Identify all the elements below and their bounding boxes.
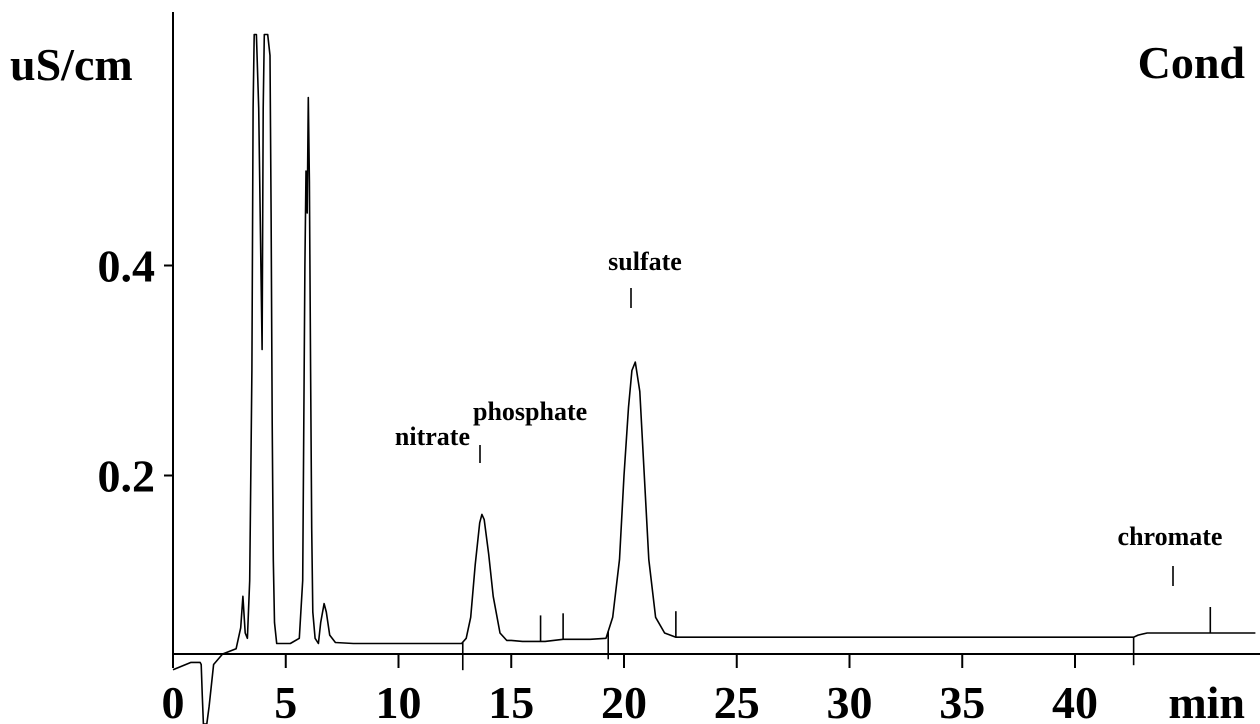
x-tick-label: 10 <box>376 677 422 724</box>
x-tick-label: 35 <box>939 677 985 724</box>
y-axis-label: uS/cm <box>10 39 133 90</box>
axes <box>172 12 1260 668</box>
x-tick-label: 30 <box>827 677 873 724</box>
trace-layer <box>172 33 1256 724</box>
peak-label-sulfate: sulfate <box>608 247 682 276</box>
y-tick-label: 0.4 <box>98 241 156 292</box>
peak-label-chromate: chromate <box>1118 522 1223 551</box>
x-tick-label: 5 <box>274 677 297 724</box>
detector-label: Cond <box>1138 37 1246 88</box>
x-tick-label: 0 <box>162 677 185 724</box>
x-axis-unit-label: min <box>1168 677 1245 724</box>
peak-label-nitrate: nitrate <box>395 422 470 451</box>
x-tick-label: 40 <box>1052 677 1098 724</box>
chromatogram-trace <box>172 33 1256 724</box>
x-tick-label: 25 <box>714 677 760 724</box>
y-tick-label: 0.2 <box>98 451 156 502</box>
x-tick-label: 15 <box>488 677 534 724</box>
x-tick-label: 20 <box>601 677 647 724</box>
tick-marks: 0 5 10 15 20 25 30 35 40 0.2 0.4 <box>98 241 1099 724</box>
peak-label-phosphate: phosphate <box>473 397 587 426</box>
integration-marks <box>461 607 1212 671</box>
